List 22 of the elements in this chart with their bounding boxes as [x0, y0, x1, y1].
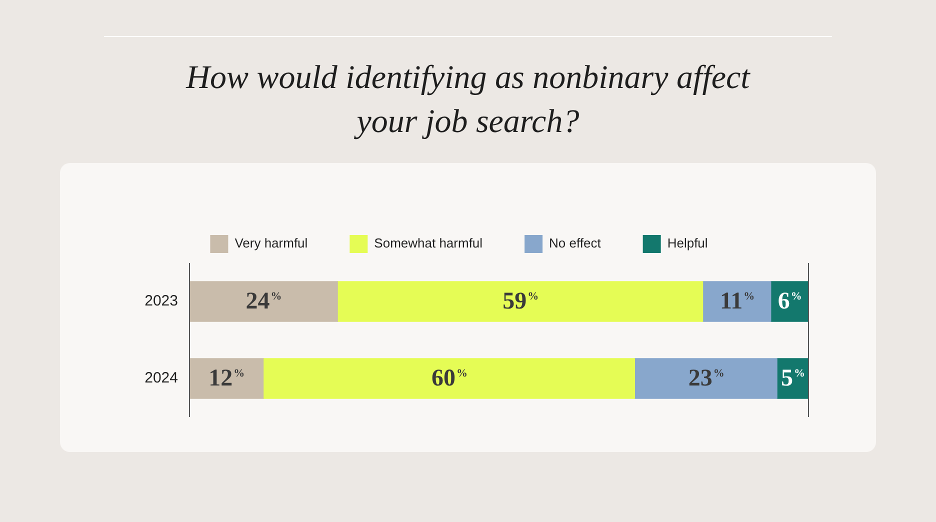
data-label: 59%	[502, 288, 539, 315]
legend-label: Very harmful	[234, 236, 308, 251]
data-label: 60%	[431, 366, 468, 392]
legend-label: Helpful	[667, 236, 708, 251]
bar	[189, 358, 264, 399]
data-label: 23%	[688, 366, 724, 392]
chart-title: How would identifying as nonbinary affect your job search?	[184, 59, 752, 142]
bar	[702, 281, 772, 322]
data-label: 5%	[781, 366, 806, 392]
bar	[189, 281, 338, 322]
y-tick-label: 2023	[144, 292, 178, 310]
data-label: 6%	[778, 288, 802, 315]
legend-label: Somewhat harmful	[374, 236, 483, 251]
data-label: 11%	[720, 288, 755, 315]
bar	[634, 358, 778, 399]
y-tick-label: 2024	[144, 370, 178, 387]
data-label: 24%	[246, 288, 282, 315]
bar	[262, 358, 636, 399]
bar	[337, 281, 704, 322]
data-label: 12%	[208, 366, 245, 392]
bar	[770, 281, 808, 322]
legend-label: No effect	[549, 236, 602, 251]
